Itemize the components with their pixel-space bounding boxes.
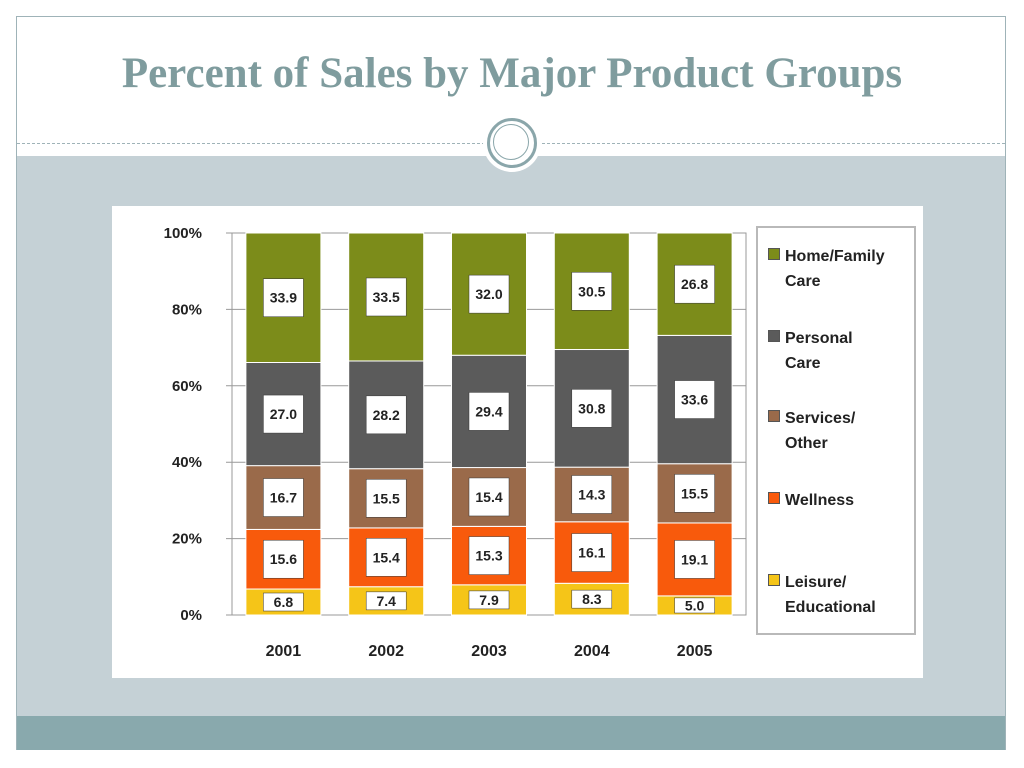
bar-segment <box>245 465 322 530</box>
legend-swatch-personal-care <box>768 330 780 342</box>
data-label-box <box>674 597 715 614</box>
data-label-box <box>365 538 407 577</box>
data-label-box <box>674 474 715 513</box>
data-label: 16.1 <box>578 545 605 561</box>
data-label: 15.6 <box>270 551 297 567</box>
data-label: 15.3 <box>475 548 502 564</box>
data-label: 27.0 <box>270 406 297 422</box>
legend-label-wellness: Wellness <box>785 492 855 509</box>
data-label-box <box>263 478 304 517</box>
data-label: 30.8 <box>578 400 605 416</box>
data-label-box <box>365 395 407 435</box>
data-label-box <box>263 278 304 317</box>
data-label-box <box>674 540 715 579</box>
legend-swatch-home-family-care <box>768 248 780 260</box>
y-tick-label: 100% <box>164 225 202 242</box>
y-tick-label: 40% <box>172 454 202 471</box>
data-label: 19.1 <box>681 551 708 567</box>
legend-label-personal-care-line2: Care <box>785 355 821 372</box>
legend-swatch-services-other <box>768 410 780 422</box>
legend-item-home-family-care: Home/Family Care <box>768 244 885 294</box>
data-label: 28.2 <box>373 407 400 423</box>
footer-band <box>17 716 1005 750</box>
data-label: 26.8 <box>681 276 708 292</box>
data-label-box <box>571 475 613 514</box>
data-label-box <box>263 539 304 579</box>
data-label: 33.6 <box>681 392 708 408</box>
data-label: 16.7 <box>270 490 297 506</box>
x-tick-label: 2001 <box>266 643 302 660</box>
data-label: 30.5 <box>578 283 605 299</box>
data-label-box <box>365 277 407 317</box>
legend-label-services-other-line2: Other <box>785 435 828 452</box>
data-label-box <box>468 590 510 610</box>
data-label-box <box>571 272 613 311</box>
data-label: 15.5 <box>681 485 708 501</box>
data-label: 15.5 <box>373 490 400 506</box>
y-tick-label: 80% <box>172 301 202 318</box>
data-label: 6.8 <box>274 594 294 610</box>
data-label: 32.0 <box>475 286 502 302</box>
data-label: 15.4 <box>373 549 400 565</box>
chart-legend: Home/Family Care Personal Care Services/… <box>756 226 916 635</box>
legend-item-leisure-educational: Leisure/ Educational <box>768 570 876 620</box>
data-label: 8.3 <box>582 591 602 607</box>
data-label: 33.9 <box>270 290 297 306</box>
y-tick-label: 20% <box>172 531 202 548</box>
data-label-box <box>674 380 715 419</box>
legend-swatch-leisure-educational <box>768 574 780 586</box>
legend-label-personal-care: Personal <box>785 330 853 347</box>
legend-label-home-family-care: Home/Family <box>785 248 885 265</box>
data-label: 29.4 <box>475 403 502 419</box>
data-label-box <box>468 274 510 314</box>
legend-item-personal-care: Personal Care <box>768 326 853 376</box>
data-label-box <box>365 479 407 518</box>
divider-ornament-inner <box>493 124 529 160</box>
x-tick-label: 2003 <box>471 643 507 660</box>
data-label-box <box>365 591 407 611</box>
y-tick-label: 0% <box>180 607 202 624</box>
x-tick-label: 2005 <box>677 643 713 660</box>
legend-label-home-family-care-line2: Care <box>785 273 821 290</box>
legend-item-services-other: Services/ Other <box>768 406 855 456</box>
slide-title: Percent of Sales by Major Product Groups <box>121 50 903 97</box>
data-label: 5.0 <box>685 597 705 613</box>
data-label-box <box>263 592 304 612</box>
stacked-bar-chart: 0% 20% 40% 60% 80% 100% 6.8 15.6 16.7 27.0 33.9 200… <box>164 225 747 660</box>
data-label-box <box>468 477 510 517</box>
data-label-box <box>571 589 613 609</box>
data-label-box <box>263 394 304 434</box>
x-tick-label: 2002 <box>368 643 404 660</box>
x-tick-label: 2004 <box>574 643 610 660</box>
legend-label-leisure-educational: Leisure/ <box>785 574 847 591</box>
data-label-box <box>468 392 510 431</box>
data-label-box <box>674 264 715 304</box>
data-label: 15.4 <box>475 489 502 505</box>
data-label: 7.4 <box>376 593 396 609</box>
legend-item-wellness: Wellness <box>768 488 854 513</box>
y-tick-label: 60% <box>172 378 202 395</box>
data-label: 7.9 <box>479 592 499 608</box>
data-label: 14.3 <box>578 486 605 502</box>
legend-label-leisure-educational-line2: Educational <box>785 599 876 616</box>
legend-swatch-wellness <box>768 492 780 504</box>
data-label: 33.5 <box>373 289 400 305</box>
data-label-box <box>571 389 613 428</box>
data-label-box <box>571 533 613 572</box>
data-label-box <box>468 536 510 575</box>
legend-label-services-other: Services/ <box>785 410 856 427</box>
